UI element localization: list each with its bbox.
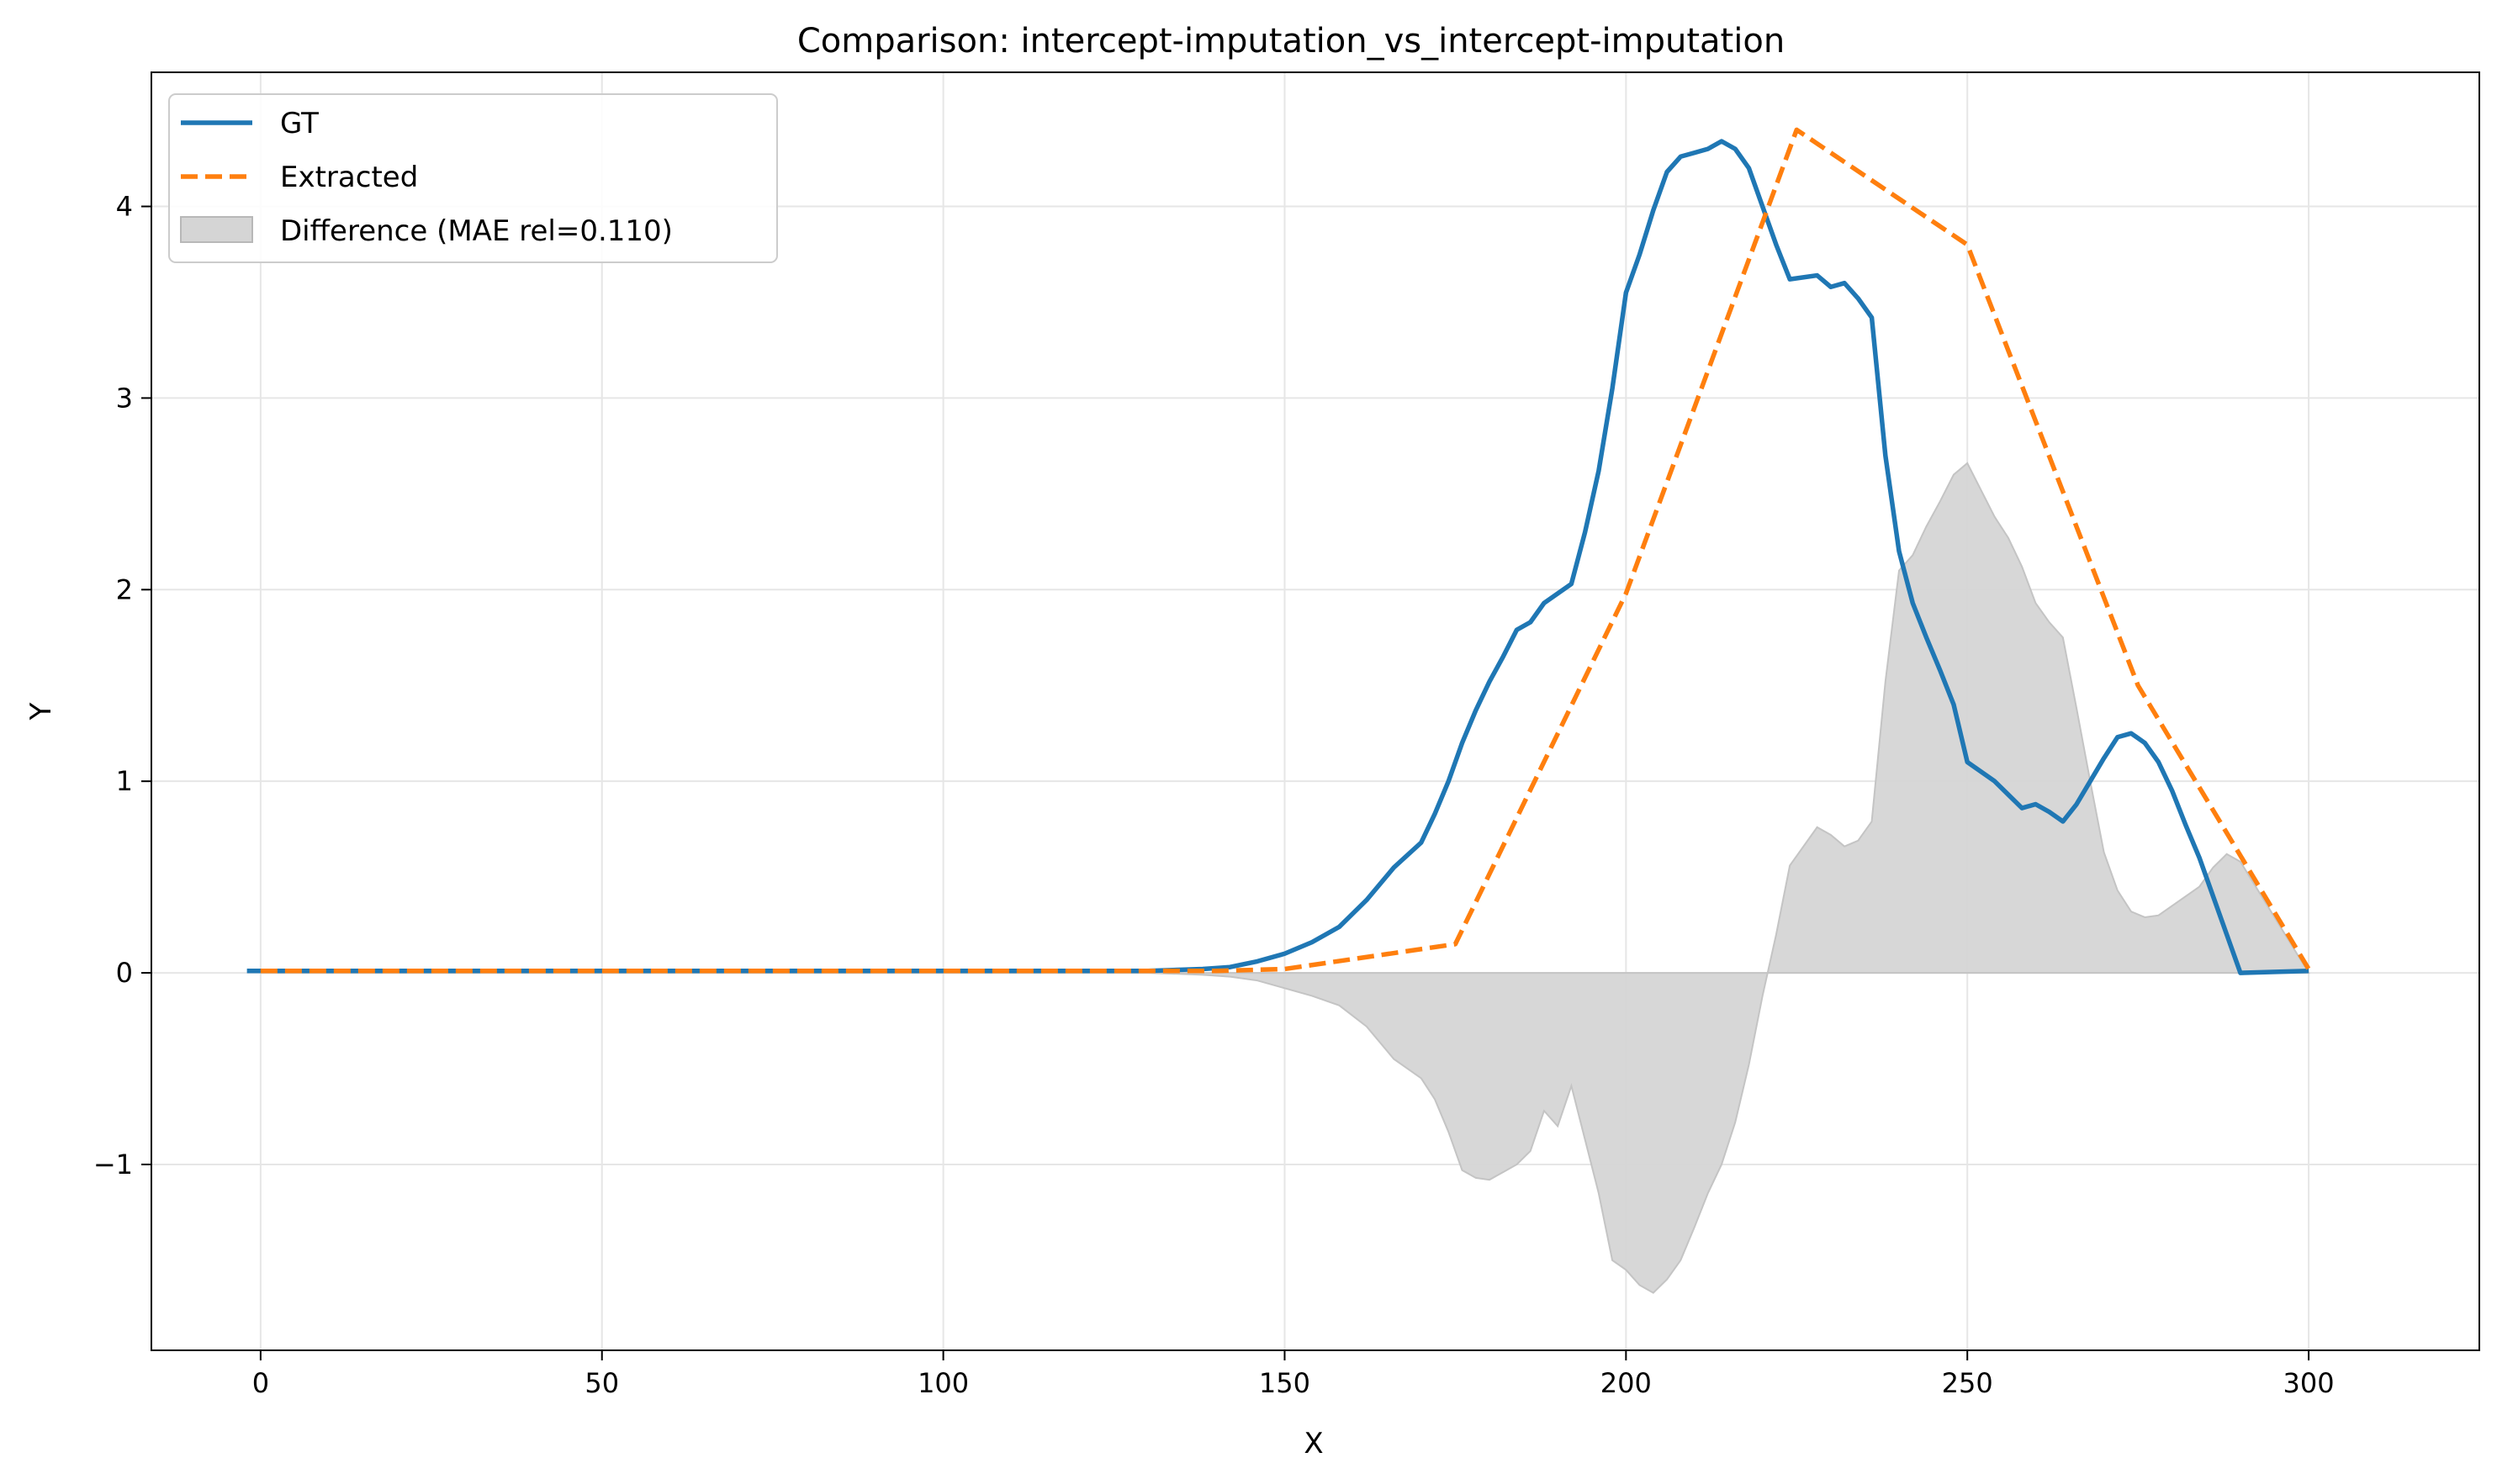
legend-label-difference: Difference (MAE rel=0.110) xyxy=(280,214,673,248)
legend-box xyxy=(168,93,778,263)
legend-label-extracted: Extracted xyxy=(280,161,418,194)
legend: GT Extracted Difference (MAE rel=0.110) xyxy=(168,93,778,263)
x-axis-label: X xyxy=(1304,1427,1323,1460)
y-tick-label: 3 xyxy=(116,382,133,414)
x-tick-label: 300 xyxy=(2283,1367,2335,1399)
extracted-line xyxy=(260,127,2311,974)
x-tick-label: 200 xyxy=(1600,1367,1652,1399)
chart-title: Comparison: intercept-imputation_vs_inte… xyxy=(797,22,1785,61)
y-tick-label: 1 xyxy=(116,765,133,797)
plot-area xyxy=(246,127,2311,1294)
x-axis: 0 50 100 150 200 250 300 xyxy=(252,1350,2335,1399)
difference-area xyxy=(260,462,2310,1294)
legend-swatch-difference xyxy=(180,216,253,243)
y-axis-label: Y xyxy=(24,702,58,721)
y-tick-label: −1 xyxy=(93,1149,133,1180)
plot-frame xyxy=(151,71,2480,1351)
x-tick-label: 250 xyxy=(1942,1367,1993,1399)
legend-label-gt: GT xyxy=(280,107,319,140)
y-tick-label: 4 xyxy=(116,191,133,223)
x-tick-label: 100 xyxy=(918,1367,969,1399)
y-tick-label: 2 xyxy=(116,573,133,605)
y-axis: −1 0 1 2 3 4 xyxy=(93,191,151,1180)
y-tick-label: 0 xyxy=(116,957,133,989)
x-tick-label: 0 xyxy=(252,1367,269,1399)
x-tick-label: 50 xyxy=(585,1367,619,1399)
gt-line xyxy=(246,139,2309,975)
x-tick-label: 150 xyxy=(1259,1367,1310,1399)
